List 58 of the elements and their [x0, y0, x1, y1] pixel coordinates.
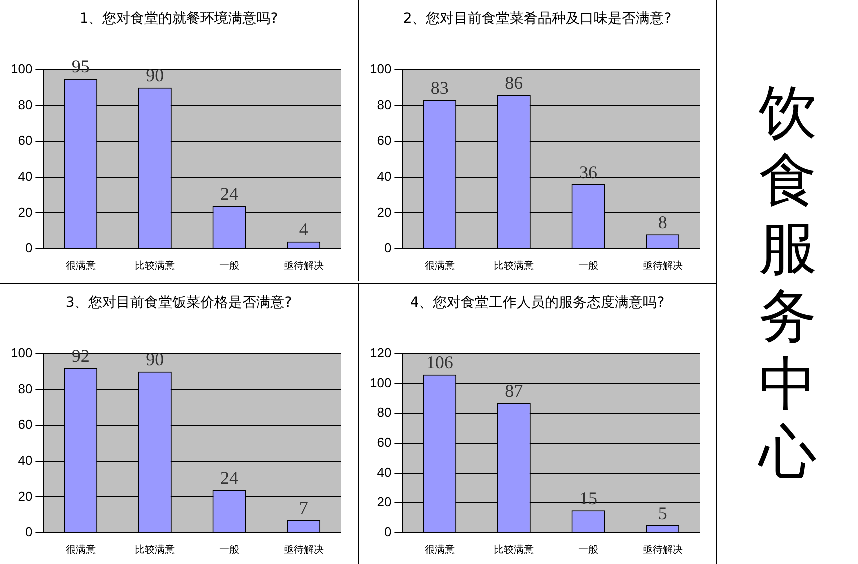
y-tick-label: 80 [377, 97, 392, 112]
y-tick-label: 80 [377, 405, 392, 420]
x-tick-label: 一般 [578, 544, 599, 556]
data-label: 4 [299, 220, 308, 240]
y-tick-label: 60 [377, 435, 392, 450]
chart-title: 1、您对食堂的就餐环境满意吗? [78, 10, 280, 29]
data-label: 90 [146, 66, 164, 86]
x-tick-label: 比较满意 [135, 544, 176, 556]
y-tick-label: 0 [384, 240, 392, 256]
y-tick-label: 20 [18, 204, 33, 220]
y-tick-label: 60 [18, 417, 33, 432]
y-tick-label: 40 [18, 168, 33, 184]
chart-title: 2、您对目前食堂菜肴品种及口味是否满意? [402, 10, 673, 29]
y-tick-label: 40 [377, 168, 392, 184]
y-tick-label: 100 [10, 62, 33, 77]
y-tick-label: 20 [377, 494, 392, 510]
data-label: 5 [658, 503, 668, 524]
data-label: 83 [430, 78, 449, 98]
x-tick-label: 亟待解决 [284, 260, 324, 272]
data-label: 7 [299, 498, 308, 518]
y-tick-label: 80 [18, 381, 33, 396]
data-label: 87 [505, 380, 524, 401]
y-tick-label: 100 [370, 62, 392, 77]
x-tick-label: 比较满意 [494, 544, 534, 556]
x-tick-label: 很满意 [424, 544, 455, 556]
y-tick-label: 0 [25, 524, 33, 540]
x-tick-label: 亟待解决 [284, 544, 324, 556]
x-tick-label: 亟待解决 [642, 260, 683, 272]
x-tick-label: 亟待解决 [642, 544, 683, 556]
y-tick-label: 20 [377, 204, 392, 220]
y-tick-label: 120 [370, 346, 392, 361]
y-tick-label: 40 [18, 452, 33, 468]
y-tick-label: 40 [377, 464, 392, 480]
data-label: 106 [426, 352, 454, 373]
x-tick-label: 一般 [220, 544, 240, 556]
data-label: 86 [505, 72, 524, 93]
x-tick-label: 很满意 [424, 260, 455, 272]
data-label: 90 [146, 350, 164, 370]
y-tick-label: 60 [18, 133, 33, 148]
data-label: 8 [658, 212, 668, 232]
y-tick-label: 60 [377, 133, 392, 148]
y-tick-label: 0 [384, 524, 392, 540]
y-tick-label: 100 [10, 346, 33, 361]
x-tick-label: 比较满意 [494, 260, 534, 272]
x-tick-label: 一般 [220, 260, 240, 272]
text: 饮食服务中心 [757, 78, 818, 486]
chart-title: 4、您对食堂工作人员的服务态度满意吗? [409, 294, 666, 313]
x-tick-label: 很满意 [66, 260, 96, 272]
x-tick-label: 一般 [578, 260, 599, 272]
y-tick-label: 20 [18, 488, 33, 504]
x-tick-label: 比较满意 [135, 260, 176, 272]
data-label: 24 [220, 184, 239, 204]
data-label: 24 [220, 468, 239, 488]
y-tick-label: 100 [370, 375, 392, 390]
y-tick-label: 0 [25, 240, 33, 256]
x-tick-label: 很满意 [66, 544, 96, 556]
y-tick-label: 80 [18, 97, 33, 112]
chart-title: 3、您对目前食堂饭菜价格是否满意? [64, 294, 294, 313]
